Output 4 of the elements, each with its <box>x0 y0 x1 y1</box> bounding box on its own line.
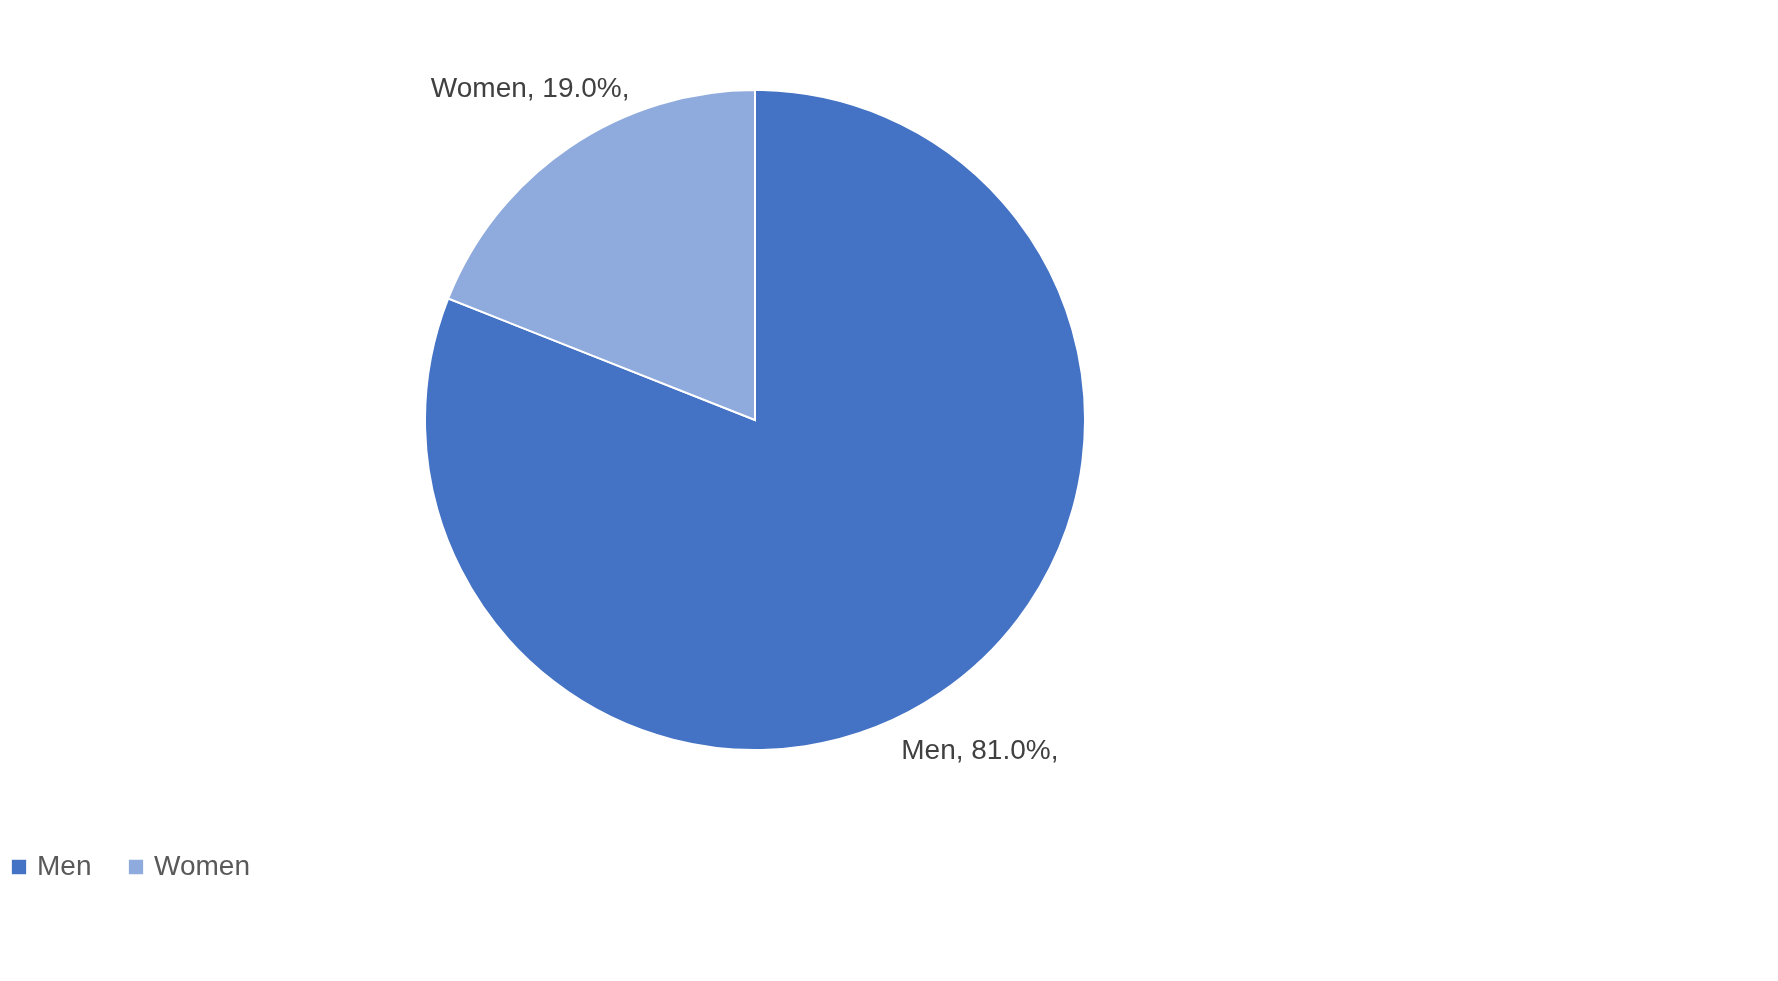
legend-label: Women <box>154 850 250 881</box>
data-label: Men, 81.0%, <box>901 733 1059 765</box>
legend-label: Men <box>37 850 92 881</box>
data-label: Women, 19.0%, <box>430 72 630 104</box>
